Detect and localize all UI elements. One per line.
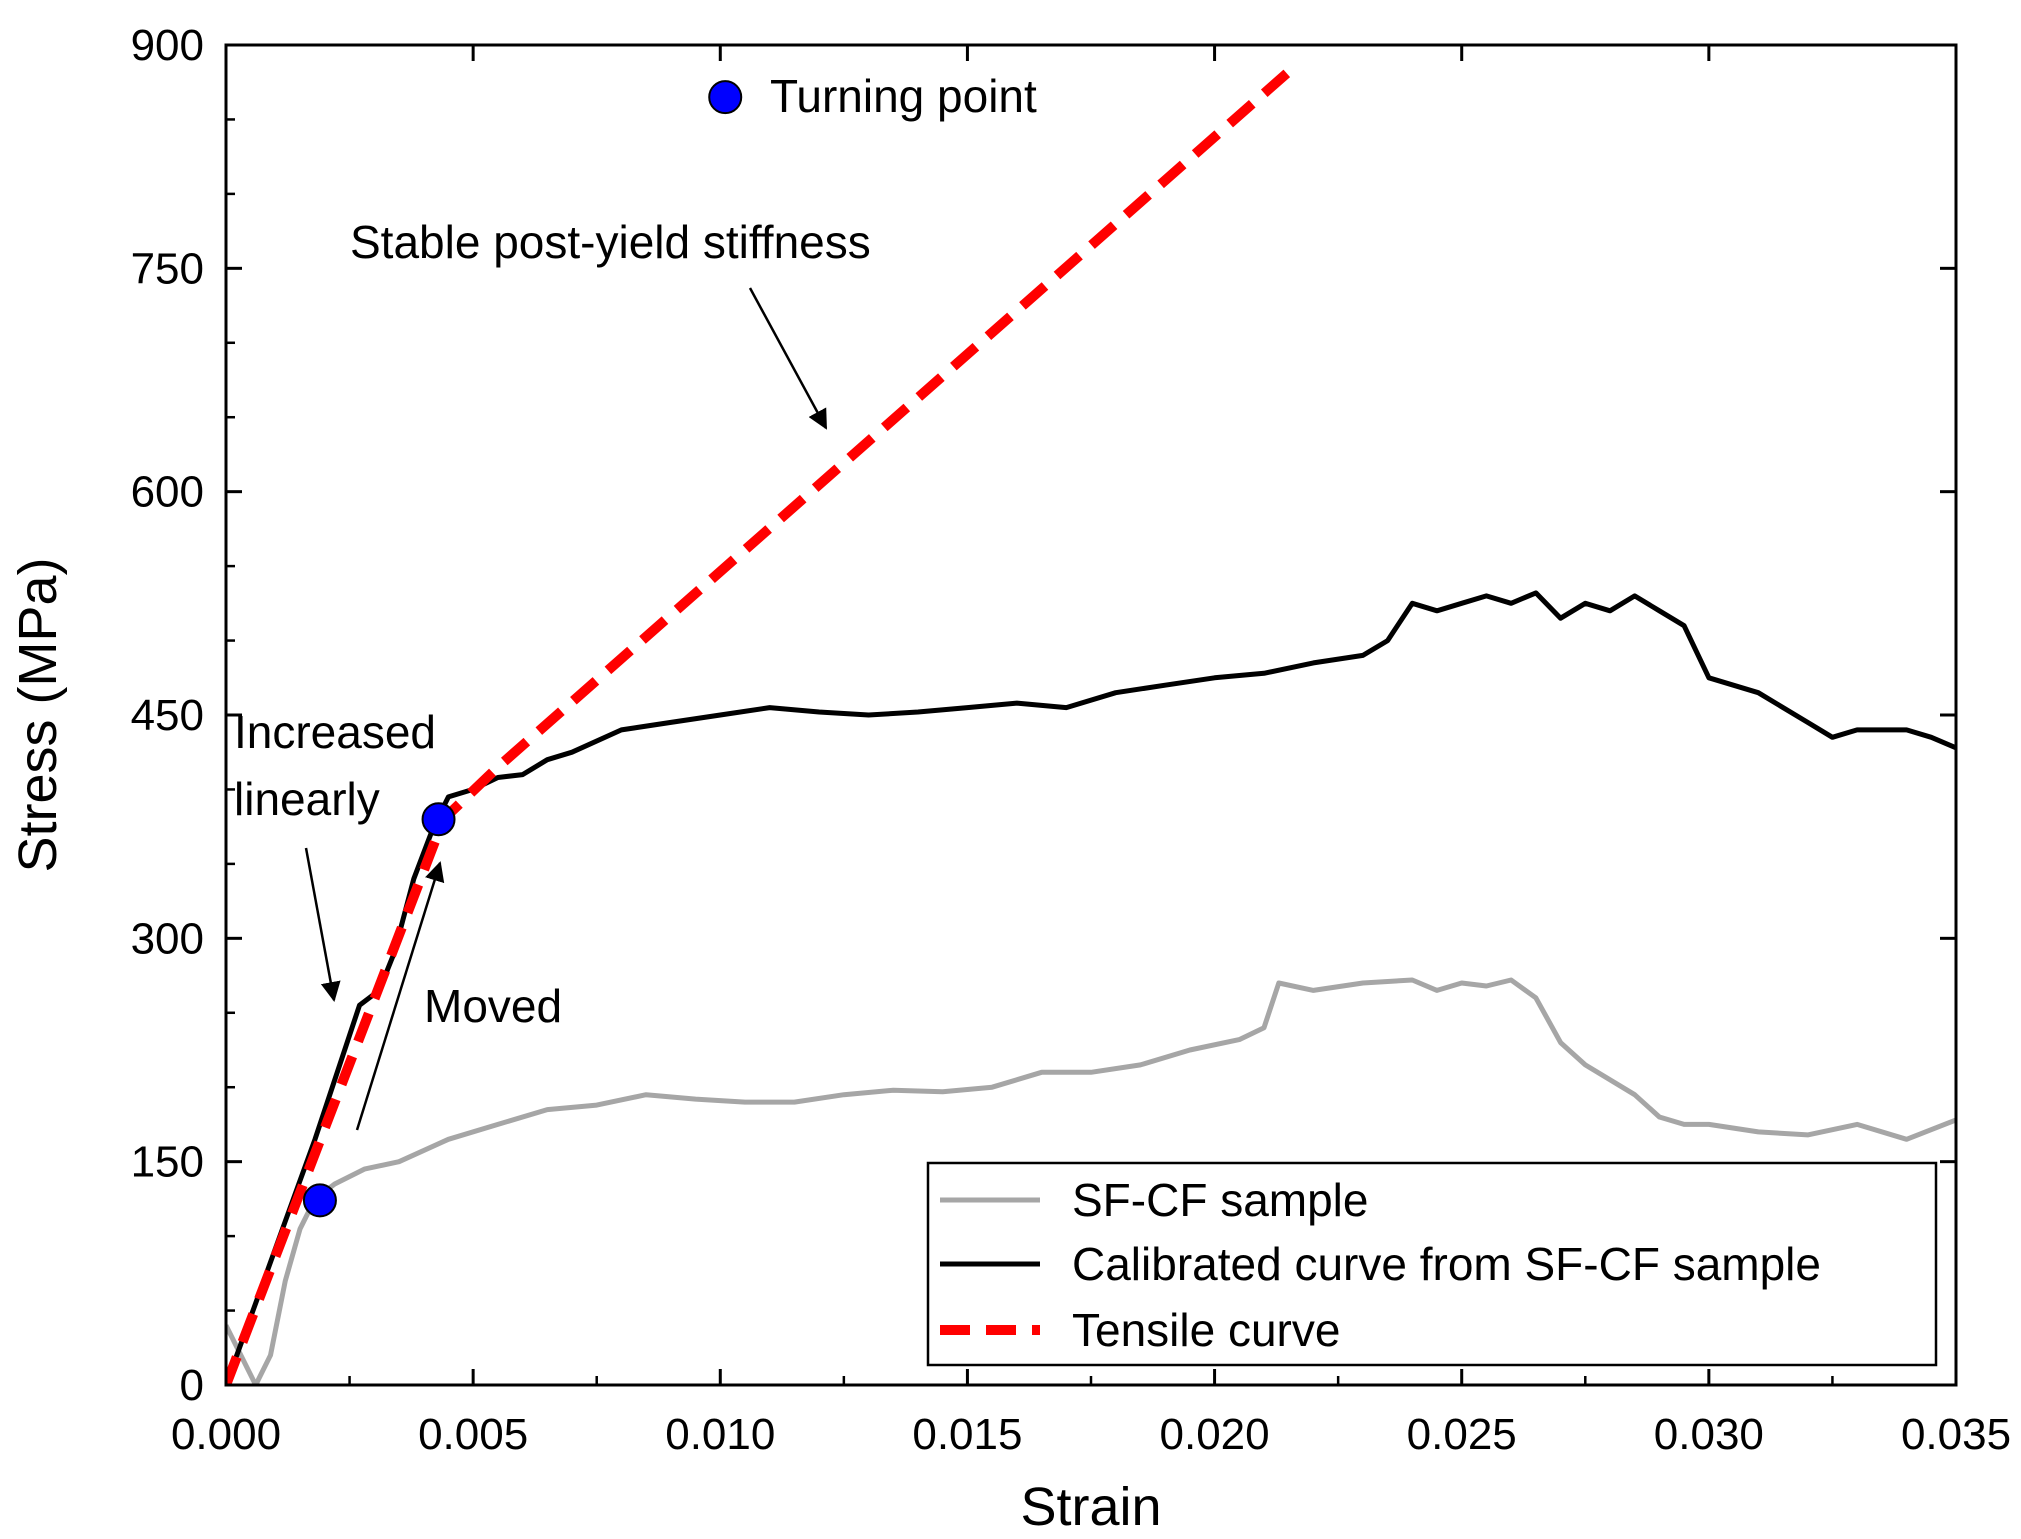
legend-label-calibrated: Calibrated curve from SF-CF sample [1072, 1238, 1821, 1290]
turning-point-marker [708, 80, 743, 115]
legend-box [926, 1161, 1938, 1367]
y-tick-label: 900 [131, 21, 204, 70]
x-tick-label: 0.035 [1901, 1410, 2011, 1459]
arrow-increased-linearly [304, 847, 341, 1002]
y-axis-label: Stress (MPa) [8, 557, 68, 872]
legend-label-sf-cf: SF-CF sample [1072, 1174, 1368, 1226]
y-tick-label: 0 [180, 1361, 204, 1410]
x-axis-label: Strain [1020, 1477, 1161, 1537]
marker-layer [302, 80, 743, 1218]
tick-layer: 0.000 0.005 0.010 0.015 0.020 0.025 0.030 0.035… [131, 21, 2011, 1459]
annotation-stable-stiffness: Stable post-yield stiffness [350, 216, 871, 268]
legend-label-tensile: Tensile curve [1072, 1304, 1340, 1356]
arrow-moved [355, 861, 445, 1131]
y-tick-label: 450 [131, 691, 204, 740]
annotation-increased: Increased [234, 706, 436, 758]
series-sf-cf-sample [226, 977, 1956, 1385]
x-tick-label: 0.025 [1407, 1410, 1517, 1459]
x-tick-label: 0.000 [171, 1410, 281, 1459]
x-tick-label: 0.010 [665, 1410, 775, 1459]
y-tick-label: 750 [131, 244, 204, 293]
turning-point-marker [302, 1183, 337, 1218]
series-layer [226, 63, 1956, 1385]
annotation-moved: Moved [424, 980, 562, 1032]
arrow-stable-stiffness [748, 287, 828, 430]
y-tick-label: 600 [131, 468, 204, 517]
y-tick-label: 150 [131, 1138, 204, 1187]
legend: SF-CF sample Calibrated curve from SF-CF… [926, 1161, 1938, 1367]
series-calibrated-curve [226, 590, 1956, 1385]
y-tick-label: 300 [131, 914, 204, 963]
turning-point-marker [421, 802, 456, 837]
annotation-linearly: linearly [234, 773, 380, 825]
x-tick-label: 0.015 [912, 1410, 1022, 1459]
annotation-turning-point: Turning point [770, 70, 1037, 122]
x-tick-label: 0.020 [1160, 1410, 1270, 1459]
x-tick-label: 0.005 [418, 1410, 528, 1459]
series-tensile-curve [226, 63, 1298, 1385]
x-tick-label: 0.030 [1654, 1410, 1764, 1459]
